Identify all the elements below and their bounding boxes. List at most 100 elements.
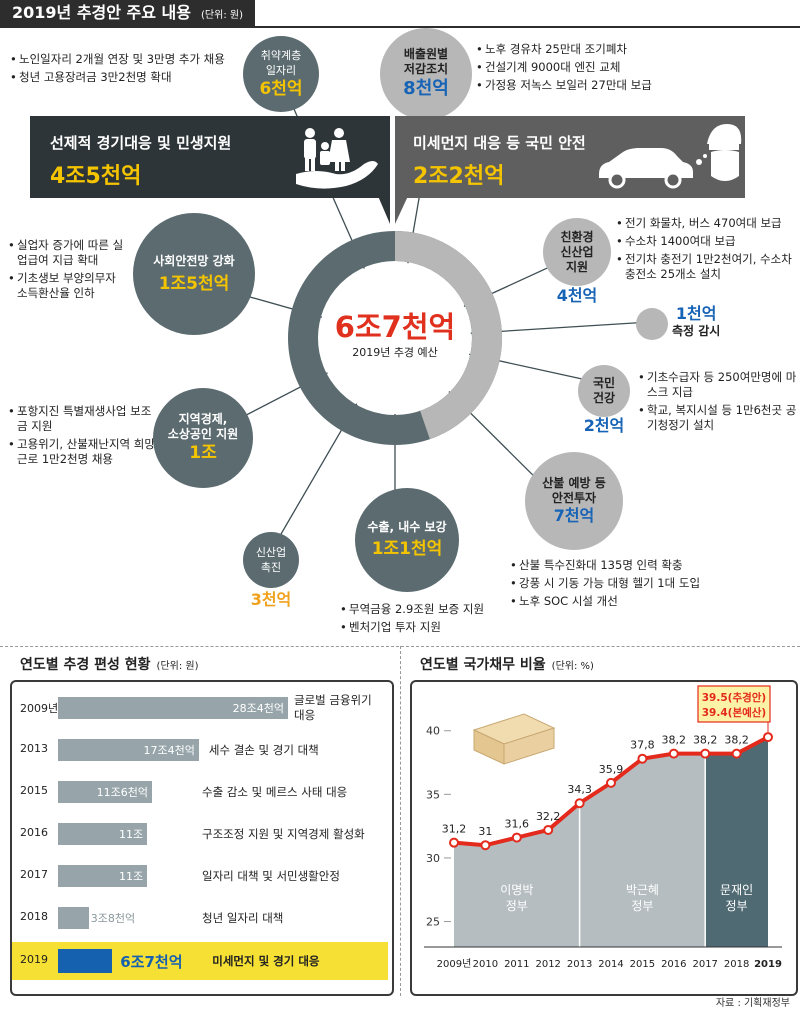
line-chart-unit: (단위: %) — [551, 661, 594, 672]
notes-eco: 전기 화물차, 버스 470여대 보급 수소차 1400여대 보급 전기차 충전… — [616, 216, 796, 285]
debt-point — [700, 748, 711, 759]
y-tick-label: 30 — [426, 852, 440, 865]
banner-economy: 선제적 경기대응 및 민생지원 4조5천억 — [30, 116, 390, 198]
note-item: 무역금융 2.9조원 보증 지원 — [340, 602, 540, 617]
bar-description: 일자리 대책 및 서민생활안정 — [202, 869, 340, 883]
y-tick-label: 40 — [426, 725, 440, 738]
circle-safety-net: 사회안전망 강화 1조5천억 — [133, 213, 255, 335]
circle-label: 국민 — [592, 376, 616, 390]
circle-regional: 지역경제, 소상공인 지원 1조 — [153, 388, 253, 488]
circle-vulnerable-jobs: 취약계층 일자리 6천억 — [243, 36, 319, 112]
x-tick-label: 2018 — [724, 959, 749, 970]
circle-label: 일자리 — [265, 64, 297, 77]
bar-row: 2016 11조 구조조정 지원 및 지역경제 활성화 — [12, 818, 388, 850]
circle-monitoring — [636, 308, 668, 340]
x-tick-label: 2013 — [567, 959, 592, 970]
money-bundle-icon — [503, 727, 555, 765]
supplementary-budget-chart: 2009년 28조4천억 글로벌 금융위기 대응 2013 17조4천억 세수 결손 및 … — [10, 680, 394, 996]
circle-label: 지역경제, — [178, 412, 228, 426]
note-item: 기초생보 부양의무자 소득환산율 인하 — [8, 271, 128, 301]
debt-value-label: 31 — [478, 825, 492, 838]
source-note: 자료 : 기획재정부 — [715, 998, 790, 1009]
banner-title: 미세먼지 대응 등 국민 안전 — [413, 134, 586, 152]
circle-label: 지원 — [565, 259, 589, 274]
banner-amount: 4조5천억 — [50, 164, 142, 189]
note-item: 산불 특수진화대 135명 인력 확충 — [510, 558, 760, 573]
note-item: 노인일자리 2개월 연장 및 3만명 추가 채용 — [10, 52, 250, 67]
new-industry-amount: 3천억 — [250, 590, 292, 609]
debt-point — [731, 748, 742, 759]
note-item: 벤처기업 투자 지원 — [340, 620, 540, 635]
circle-health: 국민 건강 — [578, 365, 630, 417]
circle-label: 소상공인 지원 — [167, 427, 239, 441]
monitoring-label: 1천억 측정 감시 — [672, 304, 720, 339]
debt-value-label: 34,3 — [567, 783, 592, 796]
notes-jobs: 노인일자리 2개월 연장 및 3만명 추가 채용 청년 고용장려금 3만2천명 … — [10, 52, 250, 88]
eco-amount: 4천억 — [556, 286, 598, 305]
bar — [58, 739, 199, 761]
debt-value-label: 31,2 — [442, 823, 467, 836]
note-item: 노후 경유차 25만대 조기폐차 — [476, 42, 706, 57]
bar-description: 구조조정 지원 및 지역경제 활성화 — [202, 827, 365, 841]
bar — [58, 865, 148, 887]
notes-regional: 포항지진 특별재생사업 보조금 지원 고용위기, 산불재난지역 희망근로 1만2… — [8, 404, 158, 470]
annotation-label: 39.5(추경안) — [702, 691, 766, 704]
monitoring-amount: 1천억 — [675, 304, 717, 323]
circle-disaster-safety: 산불 예방 등 안전투자 7천억 — [525, 452, 623, 550]
bar — [58, 823, 148, 845]
circle-label: 안전투자 — [551, 491, 597, 505]
circle-label: 저감조치 — [403, 62, 449, 76]
circle-amount: 6천억 — [259, 79, 303, 99]
debt-point — [480, 840, 491, 851]
bar-value-label: 3조8천억 — [90, 912, 136, 925]
x-tick-label: 2017 — [692, 959, 717, 970]
y-tick-label: 25 — [426, 916, 440, 929]
debt-point — [511, 832, 522, 843]
note-item: 실업자 증가에 따른 실업급여 지급 확대 — [8, 238, 128, 268]
bar-row: 2015 11조6천억 수출 감소 및 메르스 사태 대응 — [12, 776, 388, 808]
period-label: 정부 — [631, 899, 653, 913]
bar-category-label: 2019 — [20, 953, 48, 966]
x-tick-label: 2014 — [598, 959, 623, 970]
x-tick-label: 2010 — [473, 959, 498, 970]
debt-point — [543, 824, 554, 835]
debt-value-label: 38,2 — [662, 734, 687, 747]
line-chart-title: 연도별 국가채무 비율 (단위: %) — [420, 657, 594, 673]
circle-amount: 1조 — [189, 443, 217, 463]
circle-label: 사회안전망 강화 — [153, 253, 235, 268]
page-title: 2019년 추경안 주요 내용 (단위: 원) — [0, 0, 255, 26]
debt-value-label: 37,8 — [630, 739, 655, 752]
debt-value-label: 38,2 — [693, 734, 718, 747]
note-item: 청년 고용장려금 3만2천명 확대 — [10, 70, 250, 85]
monitoring-text: 측정 감시 — [672, 324, 721, 338]
bar-category-label: 2015 — [20, 784, 48, 797]
bar-category-label: 2018 — [20, 910, 48, 923]
bar-value-label: 11조 — [118, 828, 144, 841]
note-item: 전기 화물차, 버스 470여대 보급 — [616, 216, 796, 231]
circle-label: 취약계층 — [260, 49, 302, 62]
bar-description: 글로벌 금융위기 대응 — [294, 693, 372, 722]
note-item: 강풍 시 기동 가능 대형 헬기 1대 도입 — [510, 576, 760, 591]
circle-emission-reduction: 배출원별 저감조치 8천억 — [380, 28, 472, 120]
bar-description: 미세먼지 및 경기 대응 — [212, 954, 320, 968]
bar-chart-unit: (단위: 원) — [156, 661, 199, 672]
annotation-box — [697, 685, 771, 723]
bar-value-label: 28조4천억 — [232, 702, 284, 715]
note-item: 수소차 1400여대 보급 — [616, 234, 796, 249]
note-item: 기초수급자 등 250여만명에 마스크 지급 — [638, 370, 798, 400]
annotation-label: 39.4(본예산) — [702, 706, 766, 719]
note-item: 가정용 저녹스 보일러 27만대 보급 — [476, 78, 706, 93]
debt-point — [449, 837, 459, 848]
notes-emission: 노후 경유차 25만대 조기폐차 건설기계 9000대 엔진 교체 가정용 저녹… — [476, 42, 706, 96]
x-tick-label: 2016 — [661, 959, 686, 970]
x-tick-label: 2011 — [504, 959, 529, 970]
banner-title: 선제적 경기대응 및 민생지원 — [50, 134, 232, 152]
donut-safety-segment — [394, 231, 503, 440]
circle-label: 배출원별 — [403, 47, 449, 61]
bar-category-label: 2013 — [20, 742, 48, 755]
bar — [58, 949, 113, 973]
bar-value-label: 11조 — [118, 870, 144, 883]
debt-value-label: 32,2 — [536, 810, 561, 823]
x-tick-label: 2015 — [630, 959, 655, 970]
